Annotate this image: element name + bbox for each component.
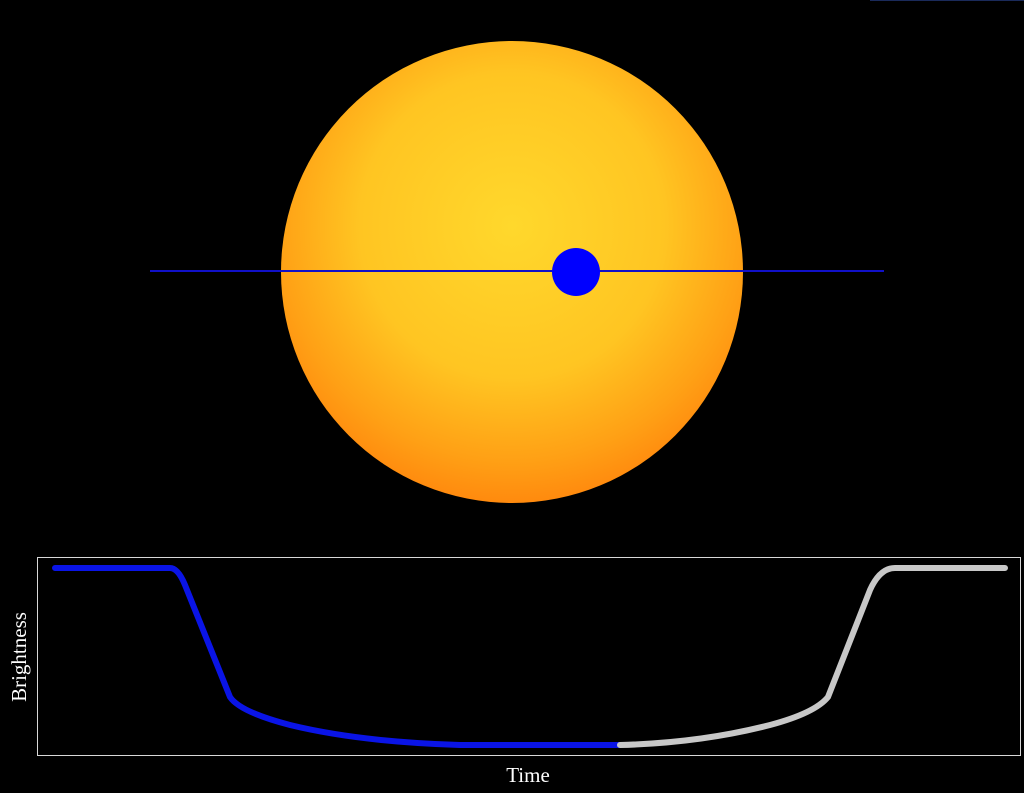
x-axis-label: Time bbox=[506, 763, 550, 787]
planet[interactable] bbox=[552, 248, 600, 296]
light-curve-past bbox=[52, 565, 623, 748]
plot-frame bbox=[37, 557, 1021, 756]
y-axis-label: Brightness bbox=[7, 612, 31, 702]
light-curve-future bbox=[617, 565, 1008, 748]
